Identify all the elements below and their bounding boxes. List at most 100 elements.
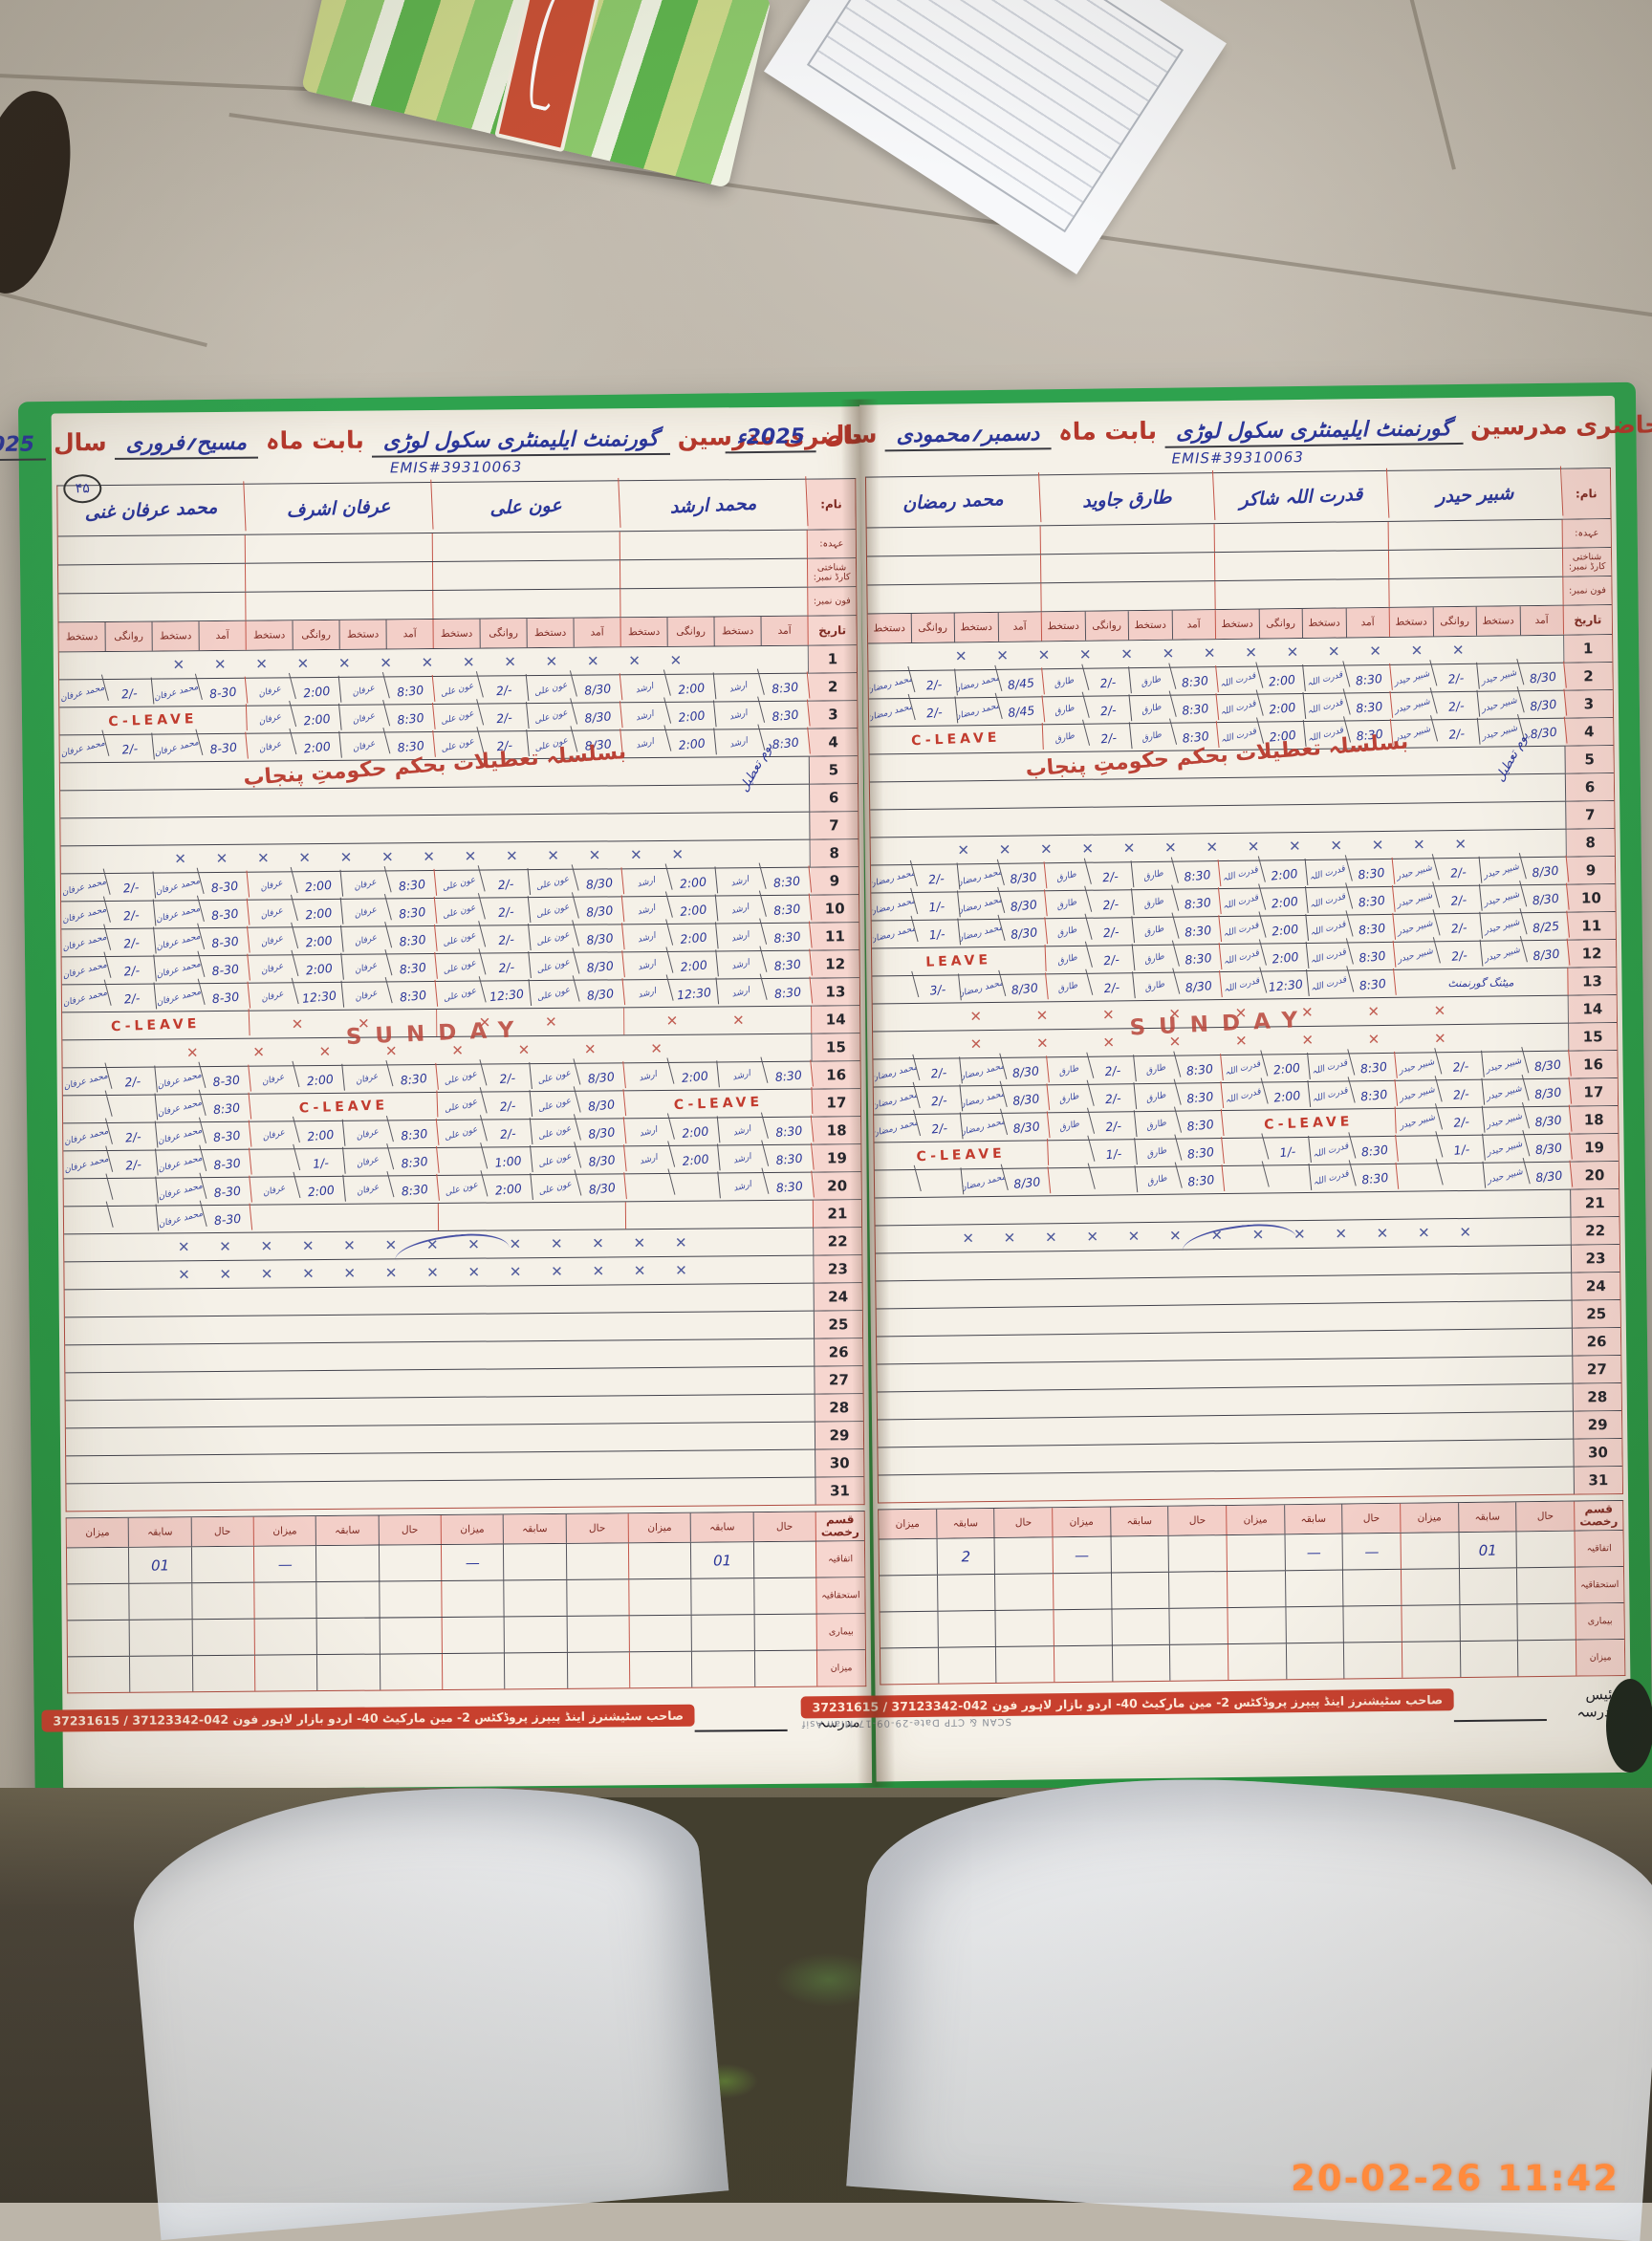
departure-value: -/2 [1438,1105,1485,1138]
arrival-value: 8/30 [575,895,625,926]
subheader-cell: آمد [386,620,434,649]
subheader-cell: دستخط [246,620,293,650]
departure-value [671,1171,721,1203]
arrival-value: 8:30 [1348,884,1395,917]
subheader-cell: دستخط [339,620,387,649]
arrival-value: 8:30 [763,948,813,981]
subheader-cell: آمد [1172,610,1217,640]
summary-value [754,1614,817,1651]
departure-value: -/2 [104,677,155,709]
summary-header-cell: سابقہ [1458,1502,1517,1533]
departure-value: -/2 [108,1065,158,1098]
arrival-value: 8:30 [1351,1134,1398,1166]
info-blank [620,558,809,589]
departure-value: 2:00 [1263,1053,1310,1084]
summary-value [567,1652,631,1688]
departure-value: 2:00 [1264,1080,1311,1112]
teacher-name: عرفان اشرف [244,479,434,538]
subheader-cell: آمد [1520,605,1565,636]
departure-value: -/2 [1085,694,1132,726]
arrival-value: 8/30 [576,923,625,954]
departure-value: 12:30 [1262,969,1309,1001]
subheader-cell: دستخط [714,617,762,646]
arrival-value: 8/30 [1000,889,1047,921]
cleave-cell: C-LEAVE [624,1087,814,1120]
subheader-cell: روانگی [1433,606,1478,637]
arrival-value: 8/30 [1525,1077,1572,1109]
summary-value [254,1619,318,1655]
arrival-value: 8:30 [387,868,438,901]
info-blank [57,563,247,594]
departure-value: -/2 [916,1084,963,1116]
summary-value [379,1580,443,1618]
arrival-value: 8:30 [1348,857,1395,889]
date-cell: 8 [1566,829,1615,857]
summary-value [316,1618,380,1655]
summary-value: — [1285,1534,1344,1571]
date-cell: 23 [1571,1244,1620,1273]
summary-value [1286,1643,1345,1680]
summary-value [1227,1534,1286,1572]
summary-value [691,1578,755,1615]
summary-header-cell: میزان [66,1517,130,1548]
note-cell: میٹنگ گورنمنٹ [1394,968,1569,997]
departure-value: -/2 [1090,1110,1137,1142]
empty-cell [625,1200,815,1229]
summary-value [1111,1572,1170,1609]
departure-value: 2:00 [1261,859,1308,890]
date-cell: 26 [1572,1327,1621,1356]
info-blank [58,592,247,622]
summary-value [67,1620,131,1657]
arrival-value: 8/30 [1001,917,1048,948]
arrival-value: 8:30 [1175,943,1222,974]
departure-value: -/1 [1264,1136,1311,1167]
subheader-cell: دستخط [58,622,106,652]
teacher-name: محمد عرفان غنی [56,481,247,539]
summary-value [1343,1569,1402,1606]
date-column-label: تاریخ [1563,605,1613,635]
arrival-value: 8:30 [385,674,436,707]
summary-value [995,1610,1054,1646]
departure-value: -/2 [1087,888,1134,920]
arrival-value: 8:30 [390,1145,440,1178]
arrival-value: 8-30 [200,898,250,930]
arrival-value: 8:30 [760,671,811,704]
summary-value [130,1656,193,1692]
summary-value [1402,1642,1462,1678]
summary-value [379,1544,443,1581]
summary-header-cell: میزان [1227,1505,1286,1535]
summary-value [317,1654,380,1691]
arrival-value: 8:30 [1352,1162,1399,1194]
info-blank [1041,581,1216,612]
arrival-value: 8:30 [765,1142,815,1175]
arrival-value: 8/30 [1522,855,1569,887]
departure-value: -/2 [106,899,157,931]
summary-value: 01 [1459,1532,1518,1569]
summary-value [938,1646,997,1684]
summary-value [1228,1643,1288,1681]
arrival-value: 8/30 [1524,1049,1571,1081]
summary-value [567,1616,630,1652]
arrival-value: 8:30 [389,1062,439,1095]
leave-summary-table: قسم رخصت حال سابقہ میزان حال سابقہ میزان حال ساب… [65,1511,867,1694]
arrival-value: 8/30 [1002,1055,1049,1087]
summary-value [191,1582,255,1620]
arrival-value: 8/30 [1004,1166,1051,1198]
pen-scribble [393,1230,510,1261]
summary-value [628,1542,692,1579]
date-cell: 6 [1565,773,1615,801]
summary-value [67,1656,131,1693]
info-blank [57,534,246,565]
departure-value: 2:00 [671,1143,721,1175]
summary-value [316,1581,380,1619]
summary-value [1227,1571,1287,1608]
summary-header-cell: سابقہ [129,1517,192,1547]
leave-type-label: قسم رخصت [1575,1500,1623,1531]
summary-value [692,1651,755,1687]
subheader-cell: روانگی [105,621,153,652]
departure-value: -/2 [1436,939,1483,971]
summary-value [994,1537,1054,1574]
month-label: بابت ماہ [265,425,364,455]
date-cell: 30 [1574,1438,1622,1467]
info-blank [1040,524,1215,555]
